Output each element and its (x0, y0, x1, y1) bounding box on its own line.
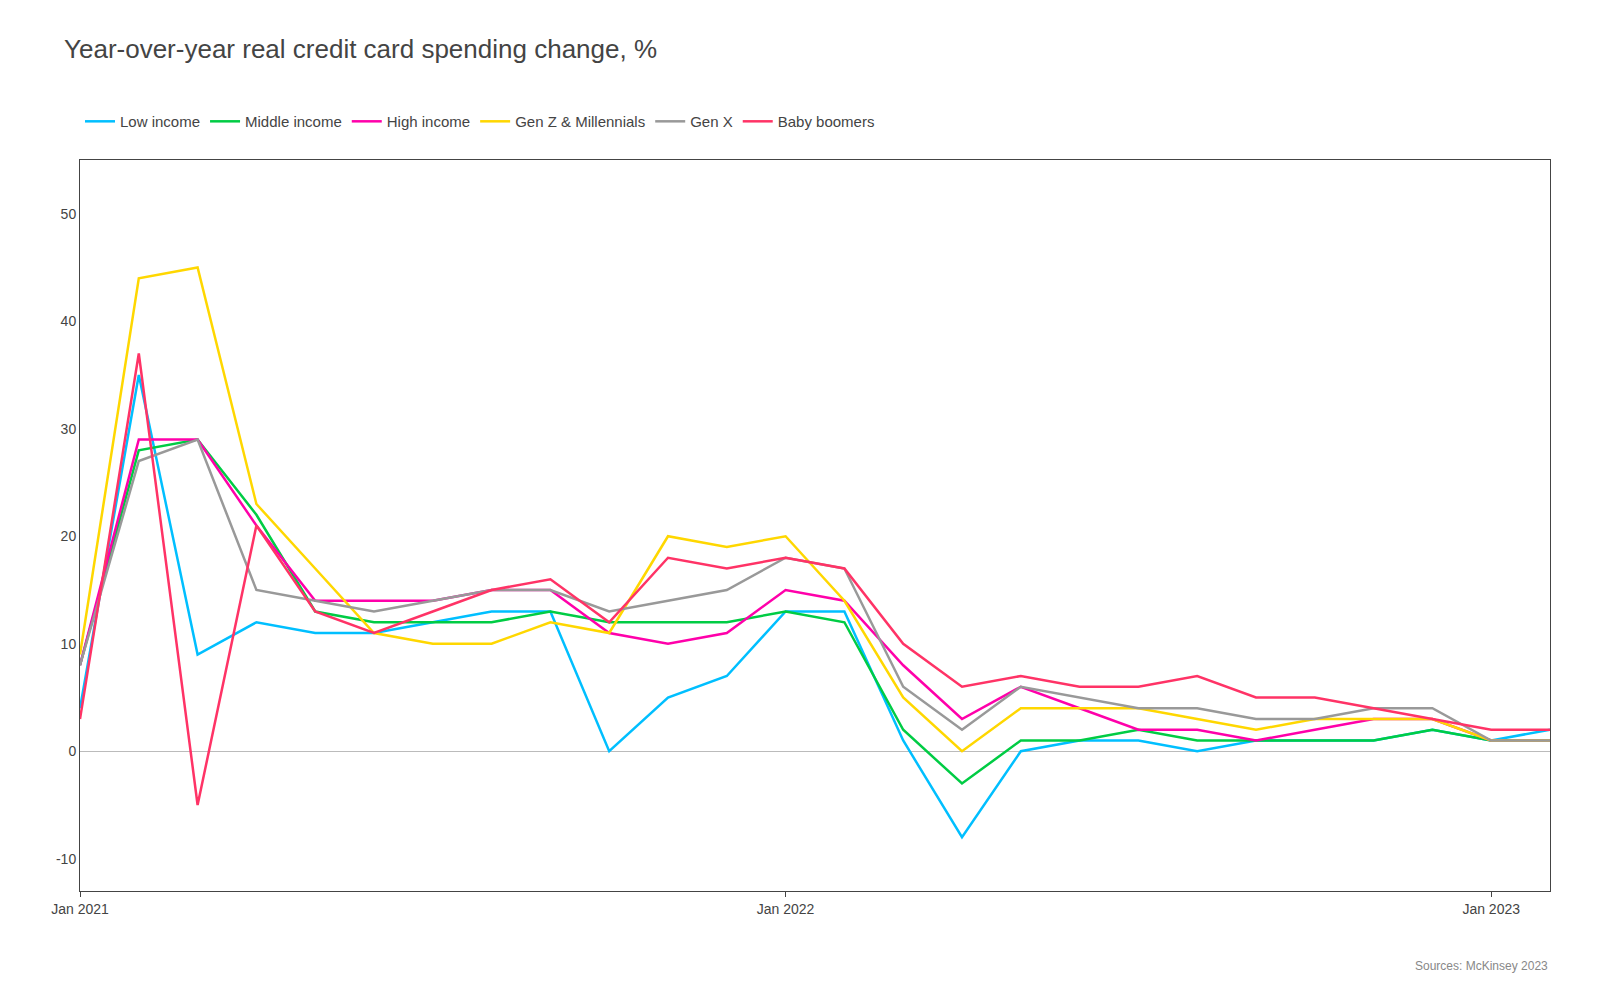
svg-text:Gen Z & Millennials: Gen Z & Millennials (515, 113, 645, 130)
svg-text:Jan 2022: Jan 2022 (757, 901, 815, 917)
svg-text:30: 30 (61, 421, 77, 437)
svg-text:Year-over-year real credit car: Year-over-year real credit card spending… (64, 34, 657, 64)
svg-text:20: 20 (61, 528, 77, 544)
svg-text:Middle income: Middle income (245, 113, 342, 130)
svg-text:Baby boomers: Baby boomers (778, 113, 875, 130)
svg-text:Jan 2023: Jan 2023 (1462, 901, 1520, 917)
svg-text:Gen X: Gen X (690, 113, 733, 130)
svg-text:50: 50 (61, 206, 77, 222)
svg-text:High income: High income (387, 113, 470, 130)
svg-text:0: 0 (68, 743, 76, 759)
svg-text:Sources: McKinsey 2023: Sources: McKinsey 2023 (1415, 959, 1548, 973)
svg-text:40: 40 (61, 313, 77, 329)
svg-text:Low income: Low income (120, 113, 200, 130)
svg-text:-10: -10 (56, 851, 76, 867)
svg-text:10: 10 (61, 636, 77, 652)
svg-text:Jan 2021: Jan 2021 (51, 901, 109, 917)
